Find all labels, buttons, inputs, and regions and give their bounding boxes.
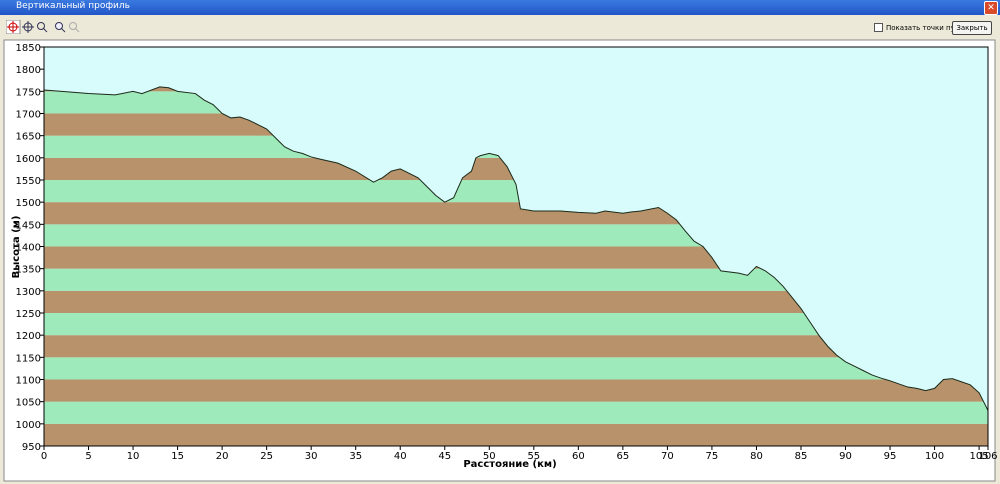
tool-zoom-in[interactable] bbox=[55, 22, 63, 30]
tool-zoom-out[interactable] bbox=[69, 22, 77, 30]
elevation-band bbox=[44, 268, 988, 291]
x-tick-label: 40 bbox=[394, 451, 407, 462]
y-tick-label: 950 bbox=[22, 442, 41, 453]
x-tick-label: 75 bbox=[706, 451, 719, 462]
tool-zoom-rect[interactable] bbox=[37, 22, 45, 30]
y-tick-label: 1350 bbox=[16, 265, 41, 276]
x-tick-label: 20 bbox=[216, 451, 229, 462]
x-tick-label: 30 bbox=[305, 451, 318, 462]
elevation-band bbox=[44, 335, 988, 358]
x-tick-label: 0 bbox=[41, 451, 47, 462]
y-tick-label: 1700 bbox=[16, 110, 41, 121]
y-tick-label: 1250 bbox=[16, 309, 41, 320]
profile-line bbox=[43, 86, 989, 411]
x-tick-label: 65 bbox=[617, 451, 630, 462]
x-tick-label: 50 bbox=[483, 451, 496, 462]
x-tick-label: 5 bbox=[85, 451, 91, 462]
y-tick-label: 1650 bbox=[16, 132, 41, 143]
checkbox[interactable]: Показать точки пути bbox=[874, 23, 963, 32]
x-tick-label: 45 bbox=[438, 451, 451, 462]
y-tick-label: 1550 bbox=[16, 176, 41, 187]
close-x[interactable]: ✕ bbox=[984, 1, 998, 15]
x-tick-label: 60 bbox=[572, 451, 585, 462]
x-tick-label: 90 bbox=[839, 451, 852, 462]
elevation-band bbox=[44, 313, 988, 336]
y-tick-label: 1500 bbox=[16, 198, 41, 209]
elevation-band bbox=[44, 357, 988, 380]
x-tick-label: 10 bbox=[127, 451, 140, 462]
x-tick-label: 105 bbox=[970, 451, 989, 462]
x-tick-label: 85 bbox=[795, 451, 808, 462]
x-tick-label: 95 bbox=[884, 451, 897, 462]
x-tick-label: 55 bbox=[527, 451, 540, 462]
y-tick-label: 1400 bbox=[16, 243, 41, 254]
elevation-band bbox=[44, 290, 988, 313]
x-axis-label: Расстояние (км) bbox=[463, 459, 556, 470]
y-axis-label: Высота (м) bbox=[11, 216, 22, 279]
x-tick-label: 100 bbox=[925, 451, 944, 462]
x-tick-label: 70 bbox=[661, 451, 674, 462]
elevation-band bbox=[44, 379, 988, 402]
checkbox-label: Показать точки пути bbox=[886, 23, 964, 32]
title-bar: Вертикальный профиль ✕ bbox=[0, 0, 1000, 15]
close-button[interactable]: Закрыть bbox=[952, 21, 992, 35]
y-tick-label: 1050 bbox=[16, 398, 41, 409]
y-tick-label: 1850 bbox=[16, 43, 41, 54]
x-tick-label: 35 bbox=[349, 451, 362, 462]
y-tick-label: 1200 bbox=[16, 331, 41, 342]
x-tick-label: 80 bbox=[750, 451, 763, 462]
elevation-band bbox=[44, 401, 988, 424]
y-tick-label: 1300 bbox=[16, 287, 41, 298]
y-tick-label: 1100 bbox=[16, 376, 41, 387]
elevation-band bbox=[44, 423, 988, 446]
y-tick-label: 1000 bbox=[16, 420, 41, 431]
x-tick-label: 25 bbox=[260, 451, 273, 462]
y-tick-label: 1600 bbox=[16, 154, 41, 165]
y-tick-label: 1450 bbox=[16, 220, 41, 231]
y-tick-label: 1750 bbox=[16, 87, 41, 98]
y-tick-label: 1800 bbox=[16, 65, 41, 76]
x-tick-label: 106 bbox=[978, 451, 997, 462]
toolbar bbox=[6, 20, 80, 34]
window-title: Вертикальный профиль bbox=[16, 1, 130, 11]
x-tick-label: 15 bbox=[171, 451, 184, 462]
y-tick-label: 1150 bbox=[16, 353, 41, 364]
